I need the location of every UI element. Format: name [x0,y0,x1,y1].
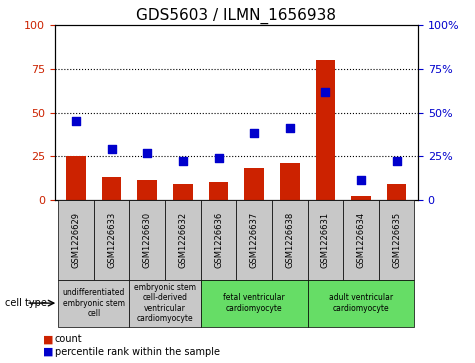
Point [393,158,400,164]
Bar [308,280,415,327]
Bar [58,200,94,280]
Bar [173,184,193,200]
Bar [165,200,200,280]
Point [179,158,187,164]
Text: GSM1226635: GSM1226635 [392,212,401,268]
Bar [102,177,122,200]
Bar [315,60,335,200]
Text: GSM1226630: GSM1226630 [143,212,152,268]
Text: GSM1226638: GSM1226638 [285,212,294,268]
Bar [66,156,86,200]
Point [108,146,115,152]
Bar [201,280,308,327]
Text: cell type: cell type [5,298,47,308]
Bar [280,163,300,200]
Bar [94,200,129,280]
Text: ■: ■ [43,347,53,357]
Text: GSM1226634: GSM1226634 [357,212,365,268]
Title: GDS5603 / ILMN_1656938: GDS5603 / ILMN_1656938 [136,8,336,24]
Bar [272,200,308,280]
Point [215,155,222,161]
Bar [351,196,371,200]
Bar [201,200,237,280]
Text: ■: ■ [43,334,53,344]
Point [286,125,294,131]
Text: GSM1226633: GSM1226633 [107,212,116,268]
Text: embryonic stem
cell-derived
ventricular
cardiomyocyte: embryonic stem cell-derived ventricular … [134,283,196,323]
Bar [379,200,414,280]
Point [357,178,365,183]
Text: GSM1226631: GSM1226631 [321,212,330,268]
Bar [129,200,165,280]
Bar [137,180,157,200]
Text: GSM1226637: GSM1226637 [250,212,258,268]
Point [72,118,80,124]
Text: count: count [55,334,82,344]
Bar [58,280,129,327]
Bar [387,184,407,200]
Text: fetal ventricular
cardiomyocyte: fetal ventricular cardiomyocyte [223,293,285,313]
Bar [244,168,264,200]
Bar [209,182,228,200]
Text: percentile rank within the sample: percentile rank within the sample [55,347,219,357]
Point [143,150,151,155]
Text: GSM1226632: GSM1226632 [179,212,187,268]
Point [250,131,258,136]
Text: GSM1226636: GSM1226636 [214,212,223,268]
Point [322,89,329,94]
Bar [237,200,272,280]
Text: adult ventricular
cardiomyocyte: adult ventricular cardiomyocyte [329,293,393,313]
Bar [129,280,200,327]
Bar [308,200,343,280]
Text: GSM1226629: GSM1226629 [72,212,80,268]
Bar [343,200,379,280]
Text: undifferentiated
embryonic stem
cell: undifferentiated embryonic stem cell [63,288,125,318]
